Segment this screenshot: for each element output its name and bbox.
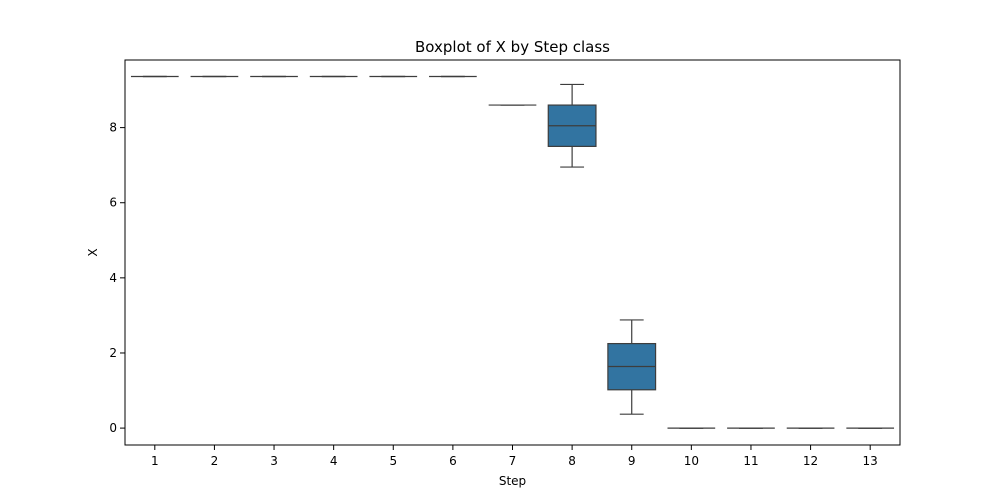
x-tick-label: 4 xyxy=(330,454,338,468)
x-tick-label: 10 xyxy=(684,454,699,468)
y-axis-label: X xyxy=(86,248,100,256)
x-tick-label: 12 xyxy=(803,454,818,468)
x-tick-label: 9 xyxy=(628,454,636,468)
y-tick-label: 4 xyxy=(109,271,117,285)
y-tick-label: 0 xyxy=(109,421,117,435)
x-tick-label: 7 xyxy=(509,454,517,468)
x-tick-label: 6 xyxy=(449,454,457,468)
y-tick-label: 8 xyxy=(109,121,117,135)
x-axis-label: Step xyxy=(499,474,526,488)
x-tick-label: 8 xyxy=(568,454,576,468)
chart-title: Boxplot of X by Step class xyxy=(415,38,610,56)
y-tick-label: 6 xyxy=(109,196,117,210)
x-tick-label: 3 xyxy=(270,454,278,468)
x-tick-label: 1 xyxy=(151,454,159,468)
y-tick-label: 2 xyxy=(109,346,117,360)
x-tick-label: 13 xyxy=(863,454,878,468)
x-tick-label: 11 xyxy=(743,454,758,468)
plot-frame xyxy=(124,59,901,446)
x-tick-label: 5 xyxy=(389,454,397,468)
x-tick-label: 2 xyxy=(211,454,219,468)
